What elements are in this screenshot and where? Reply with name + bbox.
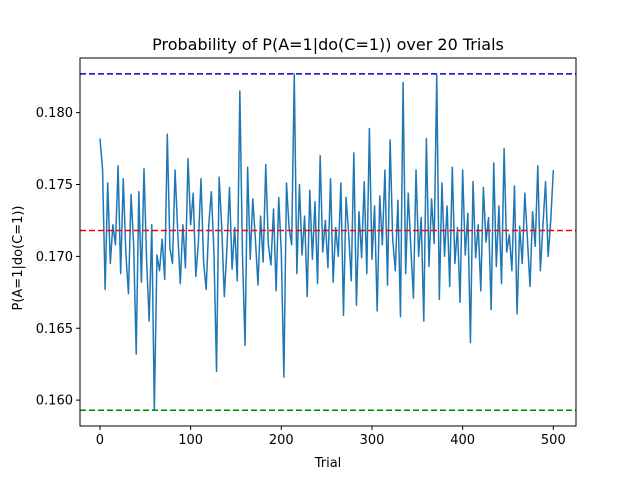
x-tick-label: 300 (360, 433, 385, 448)
x-tick-label: 500 (541, 433, 566, 448)
y-tick-label: 0.160 (36, 394, 73, 409)
x-tick-label: 100 (178, 433, 203, 448)
y-tick-label: 0.175 (36, 178, 73, 193)
axes-frame (79, 57, 577, 427)
y-tick-label: 0.170 (36, 250, 73, 265)
y-axis-label: P(A=1|do(C=1)) (11, 205, 26, 310)
x-axis-label: Trial (314, 456, 342, 471)
y-tick-label: 0.180 (36, 106, 73, 121)
x-tick-label: 0 (96, 433, 104, 448)
y-tick-label: 0.165 (36, 322, 73, 337)
x-tick-label: 200 (269, 433, 294, 448)
x-tick-label: 400 (450, 433, 475, 448)
reference-lines (80, 73, 576, 411)
axes: 0 100 200 300 400 500 0.160 0.165 0.170 0.175 0.18… (36, 57, 577, 448)
chart-title: Probability of P(A=1|do(C=1)) over 20 Tr… (152, 35, 504, 54)
